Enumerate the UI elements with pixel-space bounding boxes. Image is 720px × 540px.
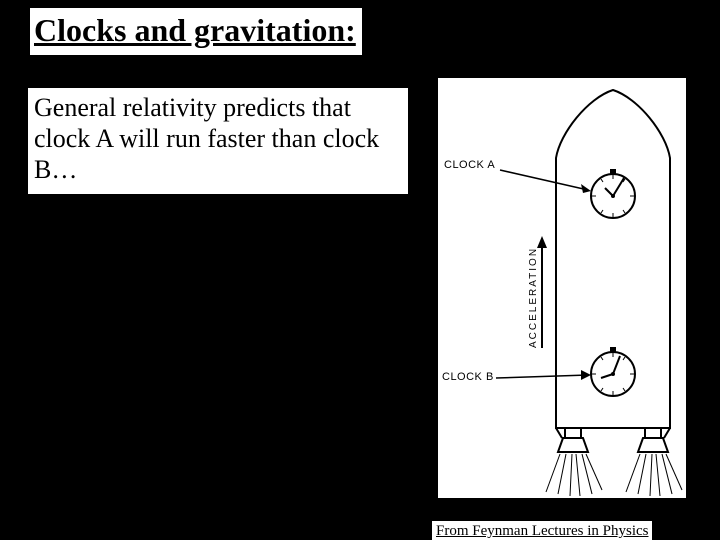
- clock-a-label-text: CLOCK A: [444, 159, 495, 171]
- clock-b-label-text: CLOCK B: [442, 371, 494, 383]
- slide-title: Clocks and gravitation:: [30, 8, 362, 55]
- figure-caption: From Feynman Lectures in Physics: [432, 521, 652, 540]
- engine-right: [638, 428, 668, 452]
- rocket-diagram: ACCELERATION CLOCK A CLOCK B: [438, 78, 686, 498]
- label-clock-a: CLOCK A: [444, 159, 591, 193]
- acceleration-arrow: ACCELERATION: [528, 236, 547, 348]
- thrust-left: [546, 454, 602, 496]
- acceleration-label: ACCELERATION: [528, 247, 539, 348]
- clock-b: [591, 347, 635, 396]
- clock-a: [591, 169, 635, 218]
- label-clock-b: CLOCK B: [442, 370, 591, 383]
- rocket-svg: ACCELERATION CLOCK A CLOCK B: [438, 78, 686, 498]
- thrust-right: [626, 454, 682, 496]
- slide-body-text: General relativity predicts that clock A…: [28, 88, 408, 194]
- engine-left: [558, 428, 588, 452]
